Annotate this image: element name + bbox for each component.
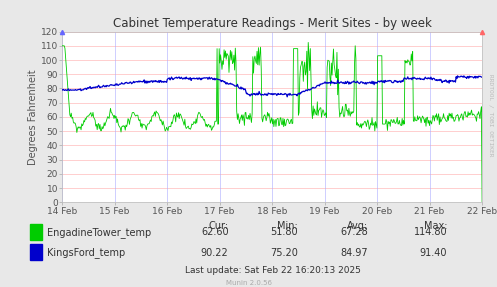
Text: 62.60: 62.60 (201, 228, 229, 237)
Text: RRDTOOL / TOBI OETIKER: RRDTOOL / TOBI OETIKER (489, 73, 494, 156)
Text: EngadineTower_temp: EngadineTower_temp (47, 227, 152, 238)
Text: 84.97: 84.97 (340, 248, 368, 257)
Text: Max:: Max: (424, 221, 447, 231)
Y-axis label: Degrees Fahrenheit: Degrees Fahrenheit (28, 69, 38, 165)
Title: Cabinet Temperature Readings - Merit Sites - by week: Cabinet Temperature Readings - Merit Sit… (113, 18, 431, 30)
Text: 75.20: 75.20 (270, 248, 298, 257)
Text: 67.28: 67.28 (340, 228, 368, 237)
Text: Cur:: Cur: (209, 221, 229, 231)
Text: Avg:: Avg: (346, 221, 368, 231)
Text: 114.80: 114.80 (414, 228, 447, 237)
Text: 91.40: 91.40 (420, 248, 447, 257)
Text: Last update: Sat Feb 22 16:20:13 2025: Last update: Sat Feb 22 16:20:13 2025 (185, 266, 361, 275)
Text: Munin 2.0.56: Munin 2.0.56 (226, 280, 271, 286)
Text: 90.22: 90.22 (201, 248, 229, 257)
Text: 51.80: 51.80 (270, 228, 298, 237)
Text: Min:: Min: (277, 221, 298, 231)
Text: KingsFord_temp: KingsFord_temp (47, 247, 125, 258)
